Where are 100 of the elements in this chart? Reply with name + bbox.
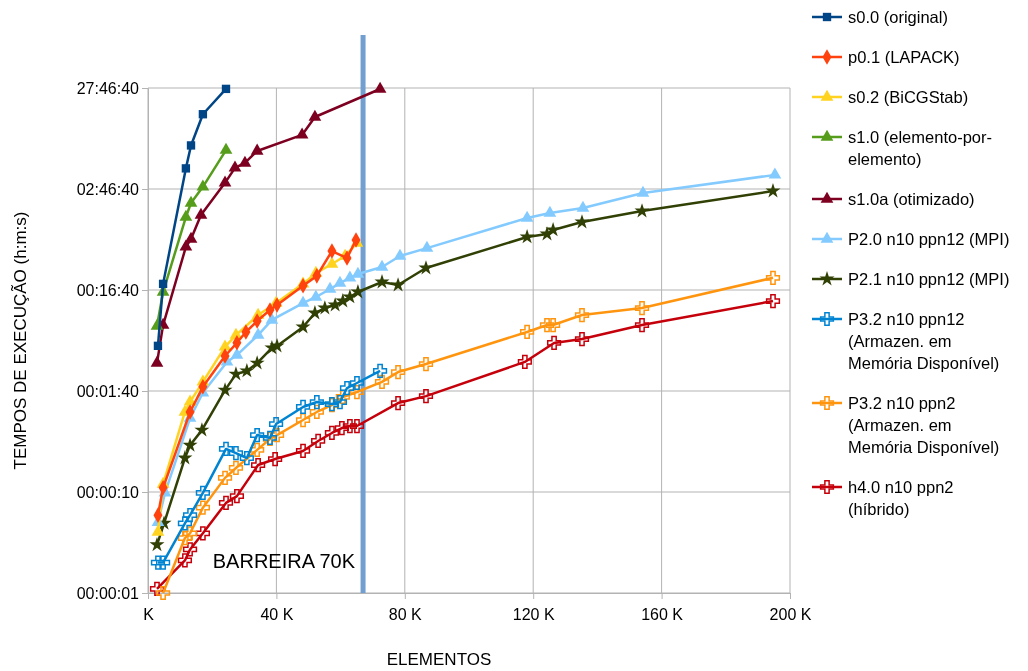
point: [539, 317, 555, 333]
point: [418, 356, 434, 372]
point: [574, 214, 590, 229]
point: [182, 437, 198, 452]
point: [196, 179, 210, 191]
x-tick-label: 80 K: [388, 605, 423, 623]
point: [239, 363, 255, 378]
point: [375, 259, 389, 271]
point: [393, 248, 407, 260]
point: [218, 441, 234, 457]
point: [221, 84, 231, 94]
point: [155, 555, 171, 570]
point: [545, 222, 561, 237]
point: [265, 312, 279, 324]
point: [634, 300, 650, 316]
point: [520, 210, 534, 222]
y-tick-label: 00:01:40: [76, 382, 140, 400]
legend-label: s0.0 (original): [848, 8, 948, 26]
point: [177, 530, 193, 546]
point: [325, 256, 339, 268]
point: [228, 160, 242, 172]
point: [230, 347, 244, 359]
point: [634, 317, 650, 333]
point: [765, 293, 781, 309]
point: [198, 110, 208, 119]
point: [177, 553, 193, 568]
point: [418, 389, 434, 404]
point: [342, 418, 358, 434]
point: [311, 433, 326, 449]
point: [195, 500, 211, 515]
legend-label: s1.0a (otimizado): [848, 190, 975, 208]
point: [350, 284, 366, 299]
legend-label: P3.2 n10 ppn12 (Armazen. em Memória Disponível): [848, 310, 1000, 372]
point: [218, 175, 232, 187]
y-tick-label: 00:00:10: [76, 483, 140, 501]
point: [420, 240, 434, 252]
point: [418, 260, 434, 275]
point: [194, 207, 208, 219]
point: [334, 420, 349, 436]
legend-label: h4.0 n10 ppn2 (híbrido): [848, 478, 954, 518]
point: [323, 281, 337, 293]
point: [186, 141, 196, 150]
point: [307, 305, 323, 320]
legend-label: s1.0 (elemento-por-elemento): [848, 128, 992, 168]
x-tick-label: K: [143, 605, 155, 623]
point: [149, 581, 165, 596]
point: [217, 382, 233, 397]
point: [765, 270, 781, 285]
point: [295, 443, 311, 459]
point: [250, 143, 264, 155]
point: [546, 335, 562, 351]
point: [390, 364, 406, 380]
point: [295, 399, 311, 415]
point: [295, 412, 311, 428]
point: [296, 295, 310, 307]
point: [238, 155, 252, 167]
point: [309, 404, 324, 420]
point: [332, 394, 348, 410]
point: [269, 427, 285, 443]
x-tick-label: 120 K: [512, 605, 555, 623]
point: [324, 425, 340, 441]
point: [351, 266, 365, 278]
point: [390, 395, 406, 411]
point: [349, 375, 365, 391]
point: [519, 324, 535, 340]
point: [179, 209, 193, 221]
point: [768, 167, 782, 179]
point: [636, 185, 650, 197]
point: [372, 363, 388, 379]
legend-label: p0.1 (LAPACK): [848, 48, 960, 66]
point: [249, 355, 265, 370]
point: [765, 183, 781, 198]
x-tick-label: 40 K: [260, 605, 294, 623]
y-tick-label: 02:46:40: [76, 180, 140, 198]
x-tick-label: 200 K: [769, 605, 812, 623]
point: [295, 127, 309, 139]
point: [177, 450, 193, 465]
point: [182, 526, 198, 541]
legend-label: P3.2 n10 ppn2 (Armazen. em Memória Disponível): [848, 394, 1000, 456]
point: [181, 164, 191, 173]
point: [150, 355, 164, 367]
point: [184, 231, 198, 243]
point: [374, 374, 390, 390]
x-tick-label: 160 K: [641, 605, 684, 623]
y-tick-label: 27:46:40: [76, 79, 140, 97]
point: [250, 457, 266, 473]
point: [543, 205, 557, 217]
point: [373, 81, 387, 93]
point: [184, 195, 198, 207]
point: [251, 327, 265, 339]
point: [153, 341, 163, 351]
point: [179, 239, 193, 251]
point: [229, 489, 245, 504]
legend-label: s0.2 (BiCGStab): [848, 88, 969, 106]
x-axis-title: ELEMENTOS: [386, 650, 492, 669]
point: [517, 354, 532, 370]
point: [339, 380, 355, 396]
point: [574, 331, 590, 347]
point: [218, 495, 234, 511]
point: [182, 508, 198, 523]
